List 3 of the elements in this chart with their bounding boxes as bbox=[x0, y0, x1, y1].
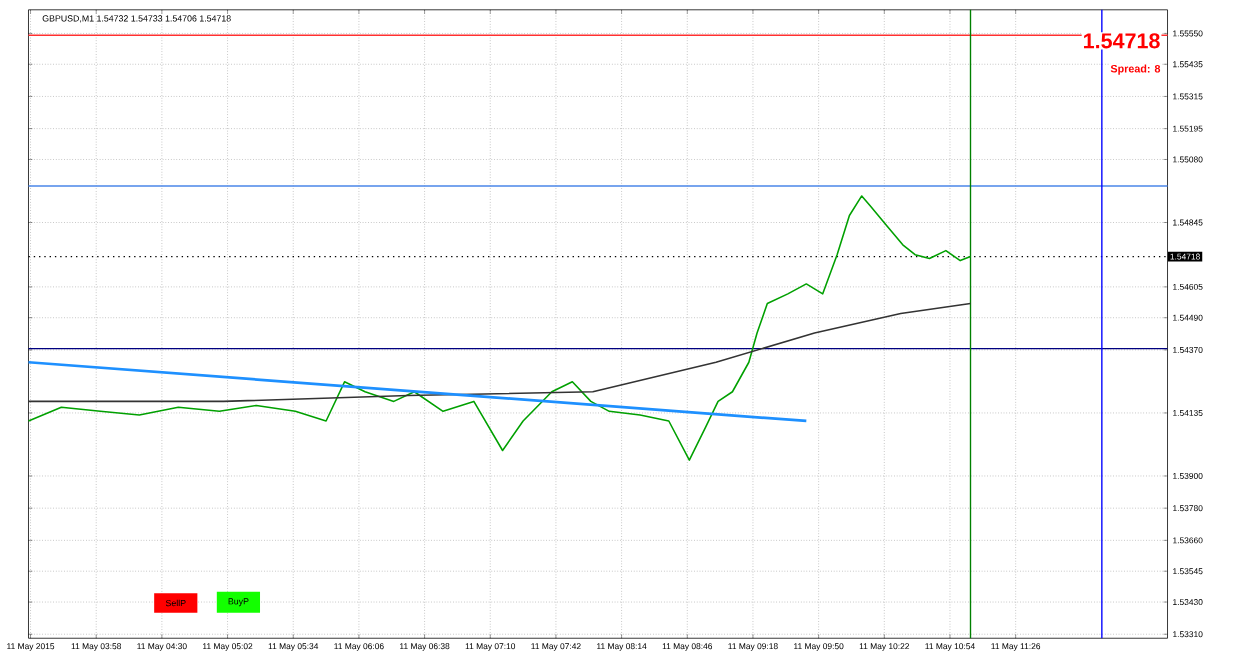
line-series bbox=[27, 195, 972, 462]
annotation: 1.54718 bbox=[1084, 33, 1160, 49]
line-series bbox=[27, 302, 972, 403]
